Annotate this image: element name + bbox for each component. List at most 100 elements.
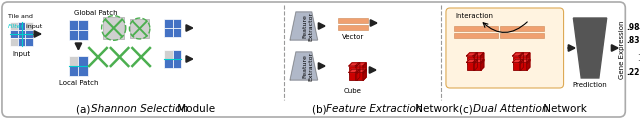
Bar	[173, 59, 181, 68]
Text: .: .	[637, 48, 639, 57]
Bar	[79, 30, 88, 40]
Polygon shape	[363, 69, 366, 80]
Bar	[18, 22, 26, 30]
Text: Shannon Selection: Shannon Selection	[91, 104, 188, 114]
Bar	[467, 56, 474, 64]
Polygon shape	[355, 63, 366, 66]
Polygon shape	[467, 59, 477, 62]
FancyBboxPatch shape	[446, 8, 564, 88]
Bar	[79, 56, 88, 66]
Bar	[500, 33, 544, 38]
Text: Global Patch: Global Patch	[74, 10, 117, 16]
Text: Network: Network	[412, 104, 458, 114]
Polygon shape	[481, 53, 484, 64]
Polygon shape	[349, 69, 360, 72]
Bar	[131, 19, 149, 38]
Bar	[26, 38, 33, 46]
Text: Filter: Filter	[8, 24, 24, 29]
Text: (c): (c)	[459, 104, 476, 114]
Polygon shape	[481, 59, 484, 70]
Polygon shape	[513, 53, 524, 56]
Bar	[473, 56, 481, 64]
Text: Network: Network	[540, 104, 587, 114]
Bar	[164, 59, 173, 68]
Text: Cube: Cube	[344, 88, 362, 94]
Bar	[10, 22, 18, 30]
Polygon shape	[520, 59, 524, 70]
Polygon shape	[356, 63, 360, 74]
Text: Interaction: Interaction	[456, 13, 493, 19]
Text: .: .	[637, 54, 639, 63]
Bar	[68, 56, 79, 66]
Bar	[10, 38, 18, 46]
Bar	[513, 56, 520, 64]
Bar	[173, 19, 181, 28]
Bar	[68, 30, 79, 40]
Text: .98: .98	[627, 23, 640, 32]
Polygon shape	[474, 53, 477, 64]
Bar	[103, 17, 124, 39]
Bar	[355, 72, 363, 80]
Bar	[173, 28, 181, 37]
Text: Module: Module	[175, 104, 216, 114]
Polygon shape	[474, 59, 477, 70]
Bar	[173, 50, 181, 59]
Polygon shape	[519, 59, 530, 62]
Bar	[473, 62, 481, 70]
Bar	[18, 30, 26, 38]
Polygon shape	[349, 63, 360, 66]
Polygon shape	[527, 53, 530, 64]
Bar	[349, 66, 356, 74]
Bar	[26, 22, 33, 30]
Bar	[519, 56, 527, 64]
Bar	[500, 26, 544, 31]
Polygon shape	[467, 53, 477, 56]
Bar	[18, 38, 26, 46]
Polygon shape	[473, 53, 484, 56]
Bar	[164, 28, 173, 37]
Bar	[467, 62, 474, 70]
Text: Feature
Extractor: Feature Extractor	[302, 11, 313, 41]
Bar	[355, 66, 363, 74]
Polygon shape	[290, 52, 317, 80]
Text: (b): (b)	[312, 104, 330, 114]
Bar	[68, 20, 79, 30]
Bar	[164, 50, 173, 59]
Bar	[519, 62, 527, 70]
Bar	[338, 25, 367, 30]
Bar	[79, 20, 88, 30]
Text: Tile and: Tile and	[8, 14, 33, 19]
Text: Dual Attention: Dual Attention	[474, 104, 549, 114]
Text: .83: .83	[627, 36, 640, 45]
Text: .: .	[637, 22, 639, 31]
Polygon shape	[290, 12, 317, 40]
Polygon shape	[473, 59, 484, 62]
Text: (a): (a)	[76, 104, 94, 114]
Polygon shape	[513, 59, 524, 62]
Text: Feature Extraction: Feature Extraction	[326, 104, 423, 114]
Text: Local Patch: Local Patch	[59, 80, 98, 86]
Polygon shape	[363, 63, 366, 74]
Bar	[26, 30, 33, 38]
Polygon shape	[520, 53, 524, 64]
Bar	[454, 26, 498, 31]
Text: Vector: Vector	[342, 34, 364, 40]
Text: input: input	[24, 24, 42, 29]
Text: .22: .22	[627, 68, 639, 77]
Polygon shape	[573, 18, 607, 78]
Bar	[79, 66, 88, 76]
Polygon shape	[519, 53, 530, 56]
Bar	[454, 33, 498, 38]
Polygon shape	[355, 69, 366, 72]
Text: Gene Expression: Gene Expression	[620, 21, 625, 79]
Text: Input: Input	[13, 51, 31, 57]
Bar	[338, 18, 367, 23]
Bar	[68, 66, 79, 76]
FancyBboxPatch shape	[2, 2, 625, 117]
Text: Prediction: Prediction	[573, 82, 607, 88]
Polygon shape	[356, 69, 360, 80]
Bar	[349, 72, 356, 80]
Polygon shape	[527, 59, 530, 70]
Bar	[10, 30, 18, 38]
Bar	[164, 19, 173, 28]
